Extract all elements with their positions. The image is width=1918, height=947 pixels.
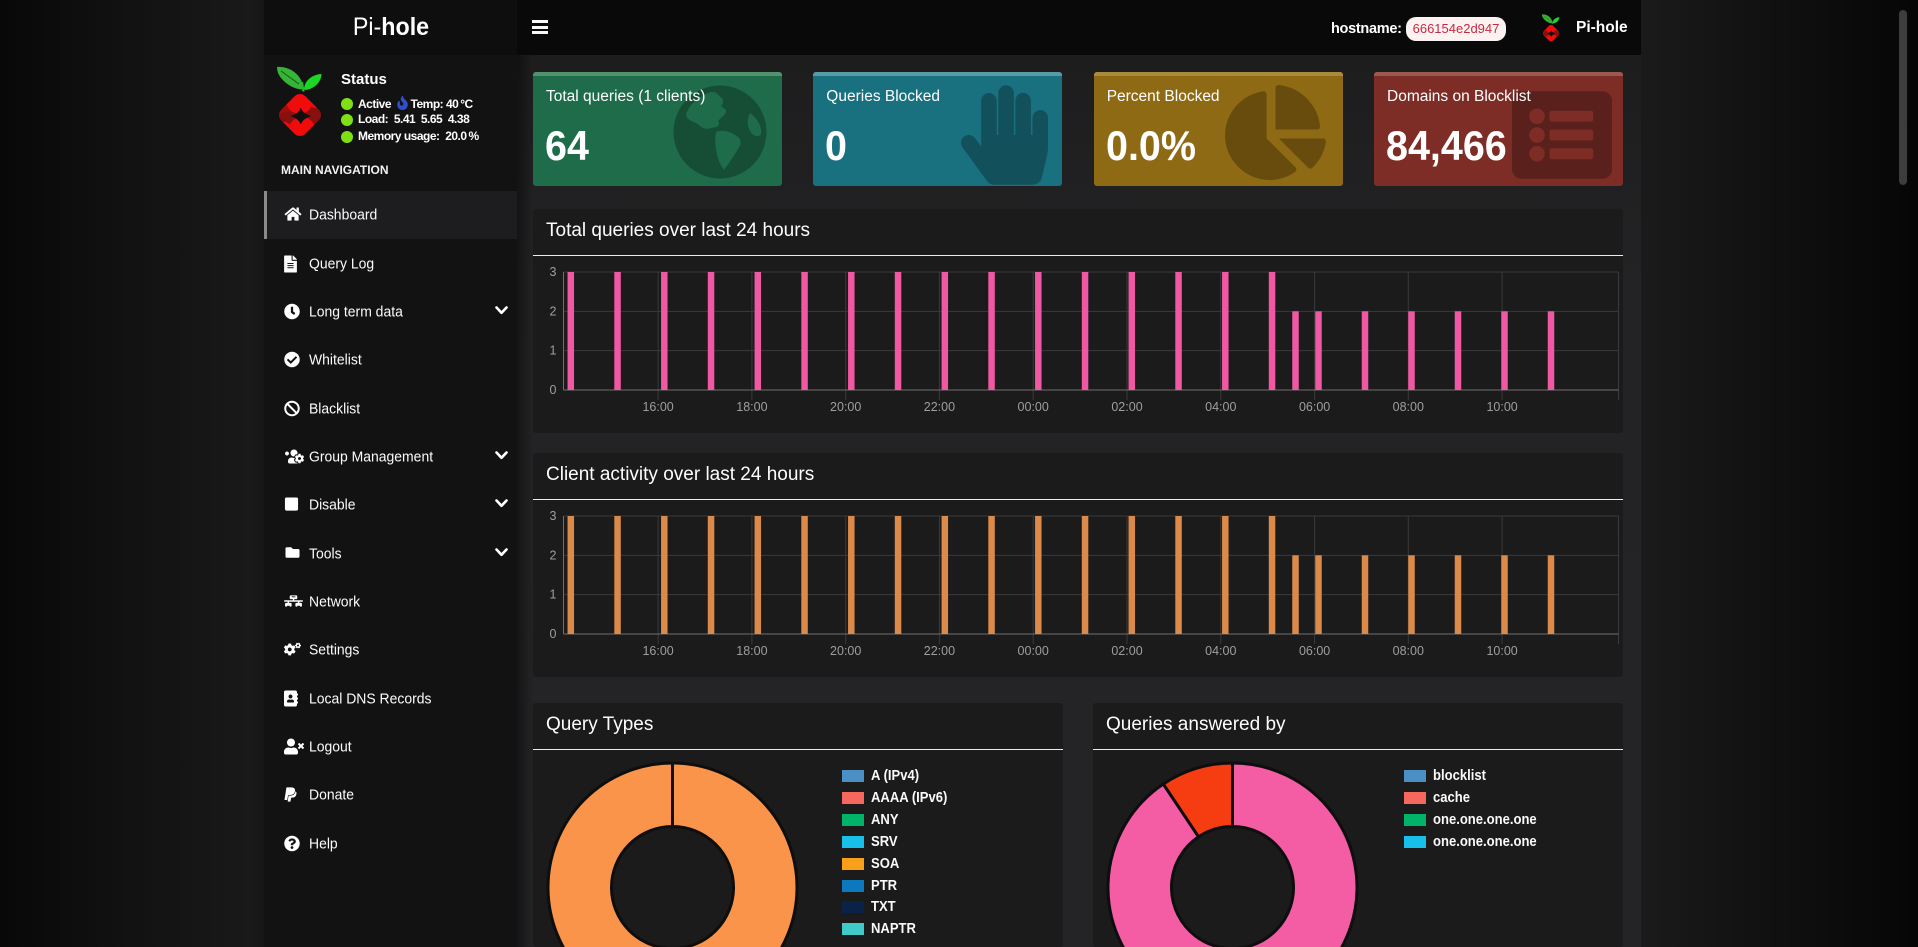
svg-text:02:00: 02:00 (1111, 400, 1142, 414)
svg-text:18:00: 18:00 (736, 400, 767, 414)
svg-text:20:00: 20:00 (830, 644, 861, 658)
svg-text:06:00: 06:00 (1299, 644, 1330, 658)
svg-text:2: 2 (550, 548, 557, 562)
svg-text:04:00: 04:00 (1205, 400, 1236, 414)
svg-text:10:00: 10:00 (1486, 400, 1517, 414)
svg-text:2: 2 (550, 304, 557, 318)
svg-text:0: 0 (550, 627, 557, 641)
svg-text:18:00: 18:00 (736, 644, 767, 658)
svg-text:10:00: 10:00 (1486, 644, 1517, 658)
svg-text:22:00: 22:00 (924, 644, 955, 658)
svg-text:16:00: 16:00 (642, 644, 673, 658)
svg-text:02:00: 02:00 (1111, 644, 1142, 658)
svg-text:3: 3 (550, 265, 557, 279)
svg-text:1: 1 (550, 588, 557, 602)
svg-text:3: 3 (550, 509, 557, 523)
svg-text:00:00: 00:00 (1018, 400, 1049, 414)
svg-text:16:00: 16:00 (642, 400, 673, 414)
svg-text:08:00: 08:00 (1393, 644, 1424, 658)
svg-text:0: 0 (550, 383, 557, 397)
svg-text:06:00: 06:00 (1299, 400, 1330, 414)
svg-text:00:00: 00:00 (1018, 644, 1049, 658)
svg-text:08:00: 08:00 (1393, 400, 1424, 414)
svg-text:22:00: 22:00 (924, 400, 955, 414)
svg-text:1: 1 (550, 344, 557, 358)
svg-text:04:00: 04:00 (1205, 644, 1236, 658)
svg-text:20:00: 20:00 (830, 400, 861, 414)
